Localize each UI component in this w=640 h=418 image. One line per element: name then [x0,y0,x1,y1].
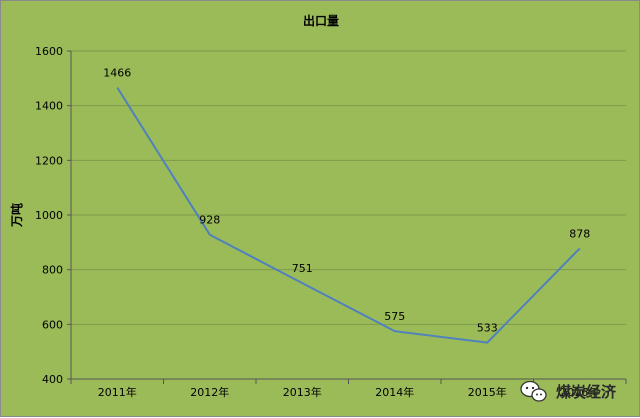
y-tick-label: 800 [42,264,63,277]
y-tick-labels: 400 600 800 1000 1200 1400 1600 [35,45,71,386]
x-tick-label: 2013年 [283,385,322,399]
chart-title: 出口量 [303,13,339,28]
watermark-text: 煤炭经济 [556,383,617,401]
data-label: 575 [384,310,405,323]
x-tick-labels: 2011年 2012年 2013年 2014年 2015年 2016年 [70,379,627,399]
x-tick-label: 2016年 [560,385,599,399]
x-tick-label: 2014年 [375,385,414,399]
data-label: 878 [569,227,590,240]
data-label: 533 [477,322,498,335]
y-tick-label: 600 [42,318,63,331]
data-label: 751 [292,262,313,275]
series-line [116,87,581,344]
wechat-icon [520,380,547,402]
x-tick-label: 2012年 [190,385,229,399]
y-tick-label: 1200 [35,154,63,167]
y-tick-label: 1600 [35,45,63,58]
watermark: 煤炭经济 [520,380,617,402]
x-tick-label: 2015年 [468,385,507,399]
data-labels: 1466 928 751 575 533 878 [103,67,590,335]
gridlines [71,50,626,325]
y-axis-label: 万吨 [9,203,24,228]
y-tick-label: 1400 [35,100,63,113]
data-label: 928 [199,214,220,227]
data-label: 1466 [103,67,131,80]
y-tick-label: 1000 [35,209,63,222]
y-tick-label: 400 [42,373,63,386]
x-tick-label: 2011年 [98,385,137,399]
